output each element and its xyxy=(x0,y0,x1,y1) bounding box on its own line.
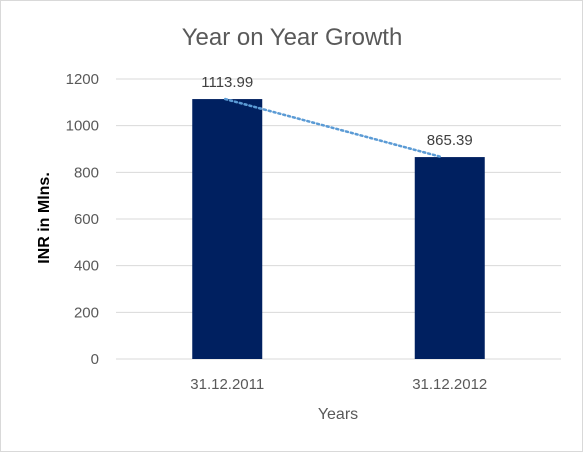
y-tick-label: 600 xyxy=(74,211,99,228)
x-tick-label: 31.12.2011 xyxy=(190,376,264,393)
y-tick-label: 0 xyxy=(91,351,99,368)
data-labels: 1113.99 865.39 xyxy=(201,74,472,149)
y-tick-label: 800 xyxy=(74,164,99,181)
gridlines xyxy=(116,78,561,360)
bar xyxy=(192,99,263,359)
y-tick-label: 200 xyxy=(74,304,99,321)
y-tick-label: 400 xyxy=(74,258,99,275)
bar xyxy=(414,157,485,359)
y-axis-title: INR in Mlns. xyxy=(36,172,53,264)
data-label: 1113.99 xyxy=(201,74,253,91)
x-axis-ticks: 31.12.2011 31.12.2012 xyxy=(190,376,487,393)
x-tick-label: 31.12.2012 xyxy=(412,376,487,393)
data-label: 865.39 xyxy=(427,132,473,149)
trendline-layer xyxy=(224,97,443,159)
trendline xyxy=(224,97,443,159)
chart-title: Year on Year Growth xyxy=(182,24,403,51)
bars xyxy=(192,99,485,359)
x-axis-title: Years xyxy=(318,406,358,423)
y-tick-label: 1200 xyxy=(66,71,99,88)
y-tick-label: 1000 xyxy=(66,118,99,135)
y-axis-ticks: 0 200 400 600 800 1000 1200 xyxy=(66,71,99,368)
